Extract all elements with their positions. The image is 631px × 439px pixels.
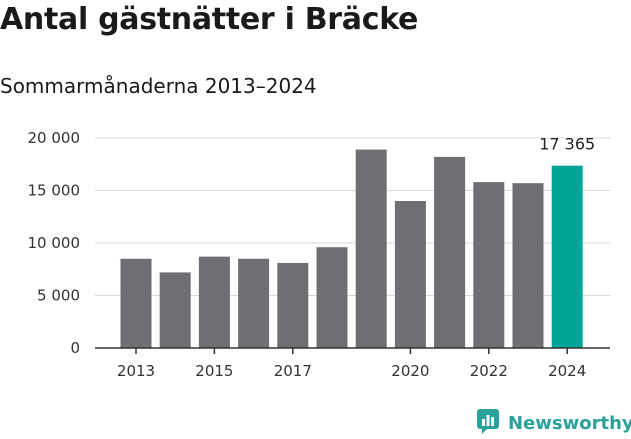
newsworthy-wordmark: Newsworthy bbox=[508, 412, 631, 434]
data-label: 17 365 bbox=[539, 135, 595, 154]
x-tick-label: 2024 bbox=[548, 362, 586, 380]
bar-2021 bbox=[434, 156, 466, 348]
bar-2023 bbox=[512, 183, 544, 348]
y-tick-label: 5 000 bbox=[37, 287, 80, 305]
newsworthy-logo: Newsworthy bbox=[476, 408, 631, 438]
y-tick-label: 20 000 bbox=[28, 129, 81, 147]
chart-subtitle: Sommarmånaderna 2013–2024 bbox=[0, 74, 317, 98]
x-tick-label: 2020 bbox=[391, 362, 429, 380]
y-tick-label: 10 000 bbox=[28, 234, 81, 252]
bar-2019 bbox=[355, 149, 387, 348]
y-tick-label: 15 000 bbox=[28, 182, 81, 200]
x-tick-label: 2022 bbox=[470, 362, 508, 380]
x-tick-label: 2013 bbox=[117, 362, 155, 380]
bar-chart: 0 5 000 10 000 15 000 20 000 17 365 2013 2015 20… bbox=[28, 129, 610, 380]
x-tick-label: 2015 bbox=[195, 362, 233, 380]
chart-title: Antal gästnätter i Bräcke bbox=[0, 2, 419, 37]
bar-2024 bbox=[551, 165, 583, 348]
y-tick-label: 0 bbox=[70, 339, 80, 357]
bar-2016 bbox=[238, 258, 270, 348]
bar-2018 bbox=[316, 247, 348, 348]
bar-2020 bbox=[394, 201, 426, 348]
bar-2022 bbox=[473, 182, 505, 348]
bar-2013 bbox=[120, 258, 152, 348]
bar-2017 bbox=[277, 262, 309, 348]
x-tick-label: 2017 bbox=[274, 362, 312, 380]
bar-2014 bbox=[159, 272, 191, 348]
newsworthy-bar-chart-icon bbox=[476, 408, 502, 438]
bar-2015 bbox=[198, 256, 230, 348]
